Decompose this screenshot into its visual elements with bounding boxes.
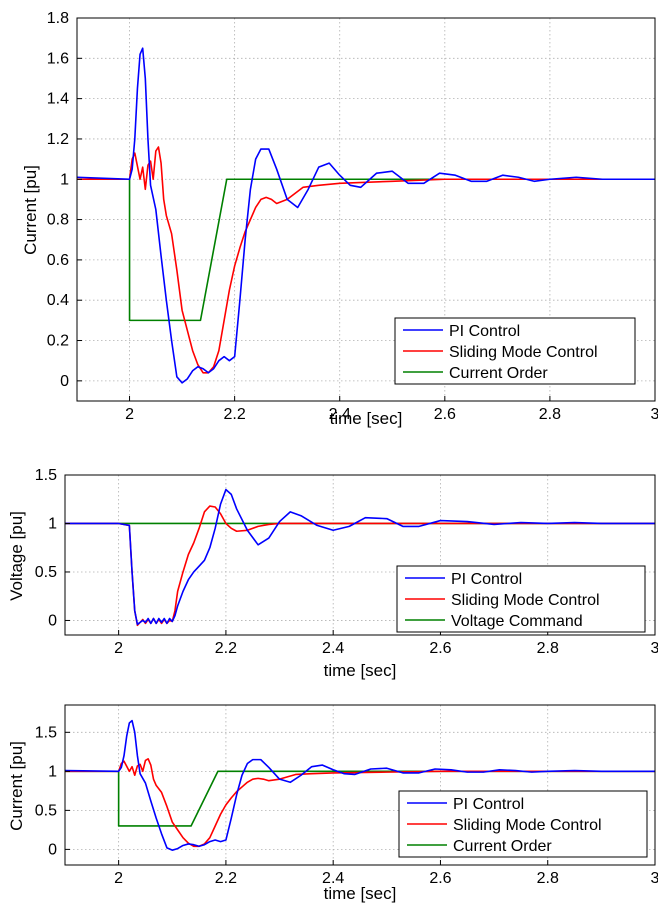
chart-current-bottom: 2 2.2 2.4 2.6 2.8 3 0 0.5 1 1.5 time [sec] Curren… — [7, 704, 658, 903]
y-tick-label: 0.5 — [35, 802, 57, 819]
y-tick-label: 1.5 — [35, 467, 57, 484]
legend: PI Control Sliding Mode Control Current … — [398, 790, 648, 858]
x-tick-label: 2.8 — [537, 640, 559, 657]
x-axis-label: time [sec] — [324, 661, 397, 680]
y-tick-label: 1.4 — [47, 91, 69, 108]
y-tick-label: 0.4 — [47, 292, 69, 309]
y-axis-label: Current [pu] — [21, 165, 40, 255]
x-tick-label: 2.8 — [537, 870, 559, 887]
plot-frame — [64, 704, 656, 866]
y-tick-label: 0.8 — [47, 212, 69, 229]
x-axis-label: time [sec] — [330, 409, 403, 428]
x-tick-label: 3 — [651, 406, 658, 423]
y-tick-label: 0.2 — [47, 333, 69, 350]
y-tick-label: 1.2 — [47, 131, 69, 148]
series-lines — [76, 47, 655, 384]
series-lines — [64, 719, 655, 851]
y-tick-label: 1 — [48, 763, 57, 780]
legend-label-pi: PI Control — [451, 571, 522, 588]
x-tick-label: 2.6 — [429, 870, 451, 887]
y-axis-label: Voltage [pu] — [7, 511, 26, 601]
tick-labels: 2 2.2 2.4 2.6 2.8 3 0 0.2 0.4 0.6 0.8 1 1.2 1.4 1.6 1.8 — [47, 10, 658, 423]
chart-voltage-middle: 2 2.2 2.4 2.6 2.8 3 0 0.5 1 1.5 time [sec] Voltag… — [7, 467, 658, 680]
x-tick-label: 2.6 — [429, 640, 451, 657]
legend-label-smc: Sliding Mode Control — [453, 817, 602, 834]
y-tick-label: 1 — [48, 515, 57, 532]
legend: PI Control Sliding Mode Control Current … — [394, 317, 636, 385]
x-tick-label: 2.4 — [329, 406, 351, 423]
plot-frame — [76, 17, 656, 402]
legend-label-pi: PI Control — [453, 796, 524, 813]
x-tick-label: 2.4 — [322, 640, 344, 657]
series-line-pi-control — [76, 47, 655, 384]
series-line-pi-control — [64, 719, 655, 851]
legend-label-pi: PI Control — [449, 323, 520, 340]
x-tick-label: 3 — [651, 640, 658, 657]
x-tick-label: 2 — [114, 640, 123, 657]
chart-current-top: 2 2.2 2.4 2.6 2.8 3 0 0.2 0.4 0.6 0.8 1 1.2 1.4 1.6 1.8… — [21, 10, 658, 428]
legend-label-smc: Sliding Mode Control — [449, 344, 598, 361]
tick-labels: 2 2.2 2.4 2.6 2.8 3 0 0.5 1 1.5 — [35, 467, 658, 657]
y-tick-label: 0 — [48, 612, 57, 629]
x-tick-label: 2.2 — [224, 406, 246, 423]
series-line-pi-control — [65, 488, 655, 626]
y-tick-label: 0 — [60, 373, 69, 390]
legend-label-order: Current Order — [449, 365, 548, 382]
legend-label-command: Voltage Command — [451, 613, 583, 630]
series-lines — [65, 488, 655, 627]
plot-frame — [64, 474, 656, 636]
y-tick-label: 1.6 — [47, 50, 69, 67]
series-line-sliding-mode-control — [77, 146, 655, 374]
legend-label-order: Current Order — [453, 838, 552, 855]
y-axis-label: Current [pu] — [7, 741, 26, 831]
x-tick-label: 2.4 — [322, 870, 344, 887]
y-tick-label: 1 — [60, 171, 69, 188]
y-tick-label: 0.5 — [35, 564, 57, 581]
y-tick-label: 0.6 — [47, 252, 69, 269]
y-tick-label: 0 — [48, 841, 57, 858]
x-tick-label: 2.2 — [215, 640, 237, 657]
y-tick-label: 1.8 — [47, 10, 69, 27]
x-tick-label: 2.8 — [539, 406, 561, 423]
x-axis-label: time [sec] — [324, 884, 397, 903]
x-tick-label: 2 — [125, 406, 134, 423]
x-tick-label: 2.2 — [215, 870, 237, 887]
series-line-sliding-mode-control — [65, 758, 655, 848]
y-tick-label: 1.5 — [35, 724, 57, 741]
legend-label-smc: Sliding Mode Control — [451, 592, 600, 609]
x-tick-label: 2.6 — [434, 406, 456, 423]
legend: PI Control Sliding Mode Control Voltage … — [396, 565, 646, 633]
tick-labels: 2 2.2 2.4 2.6 2.8 3 0 0.5 1 1.5 — [35, 724, 658, 887]
x-tick-label: 3 — [651, 870, 658, 887]
x-tick-label: 2 — [114, 870, 123, 887]
grid — [77, 18, 655, 401]
